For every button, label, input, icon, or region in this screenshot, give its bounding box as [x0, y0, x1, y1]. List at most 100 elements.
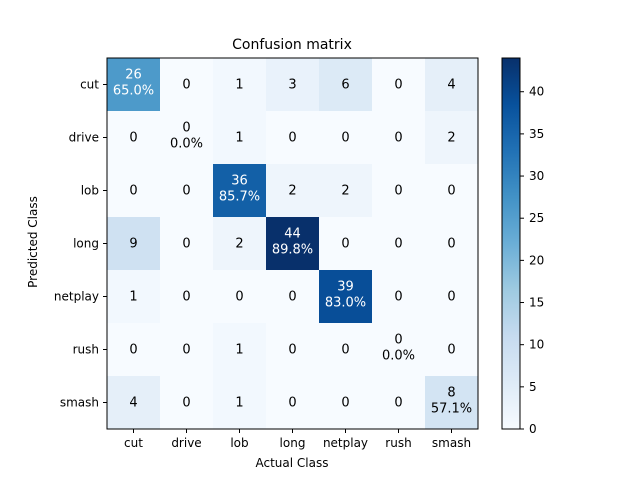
cell-value-label: 0	[182, 290, 190, 305]
cell-value-label: 0	[394, 333, 402, 348]
heatmap-cell	[107, 323, 160, 376]
cell-value-label: 0	[341, 396, 349, 411]
cell-value-label: 0	[341, 343, 349, 358]
x-tick-label: cut	[124, 436, 143, 450]
cell-value-label: 0	[182, 396, 190, 411]
cell-value-label: 0	[394, 237, 402, 252]
heatmap-cell	[319, 164, 372, 217]
cell-value-label: 0	[288, 131, 296, 146]
heatmap-cell	[372, 270, 425, 323]
y-tick-label: netplay	[54, 290, 99, 304]
heatmap-cell	[319, 376, 372, 429]
x-tick-label: rush	[385, 436, 411, 450]
y-tick-label: cut	[80, 78, 99, 92]
cell-value-label: 0	[394, 396, 402, 411]
heatmap-cell	[372, 58, 425, 111]
cell-value-label: 0	[447, 343, 455, 358]
heatmap-cell	[160, 164, 213, 217]
cell-value-label: 6	[341, 78, 349, 93]
cell-percent-label: 0.0%	[382, 349, 415, 364]
x-tick-label: drive	[171, 436, 201, 450]
heatmap-cell	[160, 111, 213, 164]
cell-value-label: 1	[235, 396, 243, 411]
colorbar-ticks: 0 5 10 15 20 25 30 35 40	[520, 85, 544, 436]
heatmap-cell	[160, 323, 213, 376]
colorbar-tick-label: 10	[529, 338, 544, 352]
cell-value-label: 2	[235, 237, 243, 252]
heatmap-cell	[213, 323, 266, 376]
heatmap-cell	[425, 376, 478, 429]
colorbar-frame	[501, 57, 521, 430]
heatmap-cell	[213, 270, 266, 323]
cell-value-label: 44	[284, 227, 301, 242]
heatmap-cell	[372, 323, 425, 376]
heatmap-cell	[425, 58, 478, 111]
heatmap-cell	[107, 376, 160, 429]
cell-value-label: 1	[235, 343, 243, 358]
y-tick-label: drive	[69, 131, 99, 145]
y-tick-label: long	[73, 237, 99, 251]
cell-value-label: 39	[337, 280, 354, 295]
cell-percent-label: 83.0%	[325, 296, 366, 311]
heatmap-cell	[213, 58, 266, 111]
cell-percent-label: 89.8%	[272, 243, 313, 258]
colorbar-tick-label: 20	[529, 253, 544, 267]
heatmap-cell	[213, 111, 266, 164]
heatmap-cell	[425, 323, 478, 376]
heatmap-cell	[266, 111, 319, 164]
heatmap-cell	[107, 217, 160, 270]
heatmap-cells	[107, 58, 478, 429]
cell-percent-label: 65.0%	[113, 84, 154, 99]
x-axis-ticks: cut drive lob long netplay rush smash	[124, 429, 471, 450]
cell-value-label: 0	[129, 131, 137, 146]
cell-value-label: 0	[447, 184, 455, 199]
cell-value-label: 8	[447, 386, 455, 401]
cell-value-label: 0	[182, 237, 190, 252]
heatmap-cell	[107, 270, 160, 323]
cell-value-label: 0	[394, 78, 402, 93]
cell-value-label: 0	[182, 184, 190, 199]
colorbar-tick-label: 15	[529, 296, 544, 310]
heatmap-cell	[213, 376, 266, 429]
y-tick-label: rush	[73, 343, 99, 357]
heatmap-cell	[319, 58, 372, 111]
heatmap-cell	[160, 270, 213, 323]
chart-title: Confusion matrix	[232, 37, 352, 53]
cell-value-label: 0	[447, 237, 455, 252]
heatmap-cell	[372, 376, 425, 429]
y-tick-label: lob	[81, 184, 99, 198]
cell-value-label: 2	[447, 131, 455, 146]
x-tick-label: lob	[230, 436, 248, 450]
heatmap-cell	[266, 270, 319, 323]
x-tick-label: netplay	[323, 436, 368, 450]
cell-value-label: 2	[288, 184, 296, 199]
y-tick-label: smash	[60, 396, 99, 410]
cell-value-label: 26	[125, 68, 142, 83]
cell-value-label: 0	[341, 237, 349, 252]
heatmap-cell	[266, 376, 319, 429]
heatmap-cell	[372, 164, 425, 217]
y-axis-label: Predicted Class	[26, 196, 40, 288]
colorbar-tick-label: 0	[529, 422, 537, 436]
heatmap-cell	[213, 164, 266, 217]
heatmap-cell	[372, 217, 425, 270]
cell-value-label: 0	[394, 184, 402, 199]
colorbar-tick-label: 25	[529, 211, 544, 225]
heatmap-cell	[425, 164, 478, 217]
heatmap-cell	[319, 111, 372, 164]
heatmap-cell	[107, 111, 160, 164]
heatmap-cell	[213, 217, 266, 270]
cell-percent-label: 85.7%	[219, 190, 260, 205]
colorbar-tick-label: 30	[529, 169, 544, 183]
colorbar-tick-label: 35	[529, 127, 544, 141]
heatmap-cell	[107, 164, 160, 217]
heatmap-cell	[319, 323, 372, 376]
cell-value-label: 2	[341, 184, 349, 199]
cell-value-label: 0	[129, 184, 137, 199]
heatmap-cell	[160, 376, 213, 429]
heatmap-cell	[266, 58, 319, 111]
cell-value-label: 3	[288, 78, 296, 93]
x-axis-label: Actual Class	[256, 456, 329, 470]
